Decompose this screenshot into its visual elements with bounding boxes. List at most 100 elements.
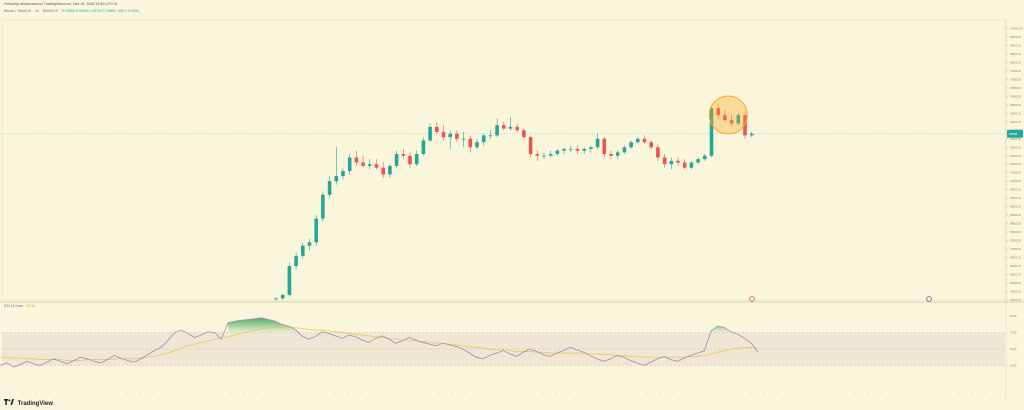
timeframe[interactable]: 1h bbox=[35, 9, 39, 13]
candle-down bbox=[609, 154, 613, 156]
price-tick-label: 95500.00 bbox=[1010, 103, 1021, 107]
price-tick-label: 92000.00 bbox=[1010, 162, 1021, 166]
time-axis bbox=[9, 392, 999, 394]
candle-up bbox=[414, 154, 419, 165]
price-tick-label: 91000.00 bbox=[1010, 179, 1021, 183]
price-tick-label: 97500.00 bbox=[1010, 69, 1021, 73]
candle-down bbox=[401, 154, 406, 156]
candle-up bbox=[542, 155, 546, 157]
event-marker bbox=[926, 296, 932, 302]
candle-down bbox=[441, 132, 446, 138]
event-marker bbox=[749, 296, 755, 302]
price-axis: 84000.00 84500.00 85000.00 85500.00 86000.00… bbox=[1006, 26, 1023, 302]
candle-up bbox=[461, 138, 466, 140]
candle-down bbox=[502, 125, 506, 129]
price-tick-label: 94500.00 bbox=[1010, 120, 1021, 124]
candle-up bbox=[736, 115, 741, 124]
candle-down bbox=[575, 148, 580, 151]
candle-up bbox=[615, 152, 620, 156]
price-tick-label: 96500.00 bbox=[1010, 86, 1021, 90]
rsi-value: 46.30 bbox=[26, 304, 35, 308]
price-tick-label: 99000.00 bbox=[1010, 43, 1021, 47]
candle-up bbox=[341, 171, 345, 177]
candle-up bbox=[703, 155, 707, 160]
price-tick-label: 85000.00 bbox=[1010, 281, 1021, 285]
candle-up bbox=[301, 245, 305, 256]
candle-up bbox=[629, 142, 633, 148]
candle-down bbox=[656, 147, 660, 158]
rsi-tick-label: 90.00 bbox=[1010, 314, 1017, 318]
price-tick-label: 87000.00 bbox=[1010, 247, 1021, 251]
candle-down bbox=[528, 137, 533, 155]
candle-up bbox=[388, 165, 392, 175]
candle-down bbox=[535, 154, 540, 156]
candles bbox=[274, 103, 754, 301]
candle-up bbox=[622, 147, 627, 153]
price-tick-label: 88500.00 bbox=[1010, 222, 1021, 226]
candle-up bbox=[689, 162, 694, 168]
current-price-label: 93800 bbox=[1009, 132, 1018, 136]
price-tick-label: 95000.00 bbox=[1010, 111, 1021, 115]
tradingview-logo: TradingView bbox=[4, 399, 53, 407]
candle-up bbox=[475, 142, 479, 148]
rsi-title[interactable]: RSI 14 close bbox=[4, 304, 24, 308]
price-tick-label: 84500.00 bbox=[1010, 290, 1021, 294]
candle-up bbox=[347, 157, 352, 172]
price-tick-label: 92500.00 bbox=[1010, 154, 1021, 158]
candle-down bbox=[354, 157, 359, 163]
symbol-name[interactable]: Bitcoin / TetherUS bbox=[4, 9, 32, 13]
price-tick-label: 85500.00 bbox=[1010, 273, 1021, 277]
candle-down bbox=[743, 115, 747, 136]
candle-up bbox=[448, 133, 452, 138]
candle-down bbox=[374, 164, 379, 168]
footer-bar: TradingView bbox=[0, 398, 1024, 410]
price-tick-label: 86500.00 bbox=[1010, 256, 1021, 260]
price-pane bbox=[1, 19, 1006, 301]
candle-up bbox=[669, 160, 674, 165]
candle-up bbox=[294, 255, 298, 267]
chart-header: Fellowbyt dehanzana-sc TradingView.com, … bbox=[0, 0, 1024, 22]
candle-down bbox=[515, 126, 519, 131]
symbol-legend: Bitcoin / TetherUS 1h BINANCE O 93950 H … bbox=[4, 9, 142, 13]
candle-down bbox=[602, 138, 607, 155]
price-chart[interactable]: 84000.00 84500.00 85000.00 85500.00 86000.00… bbox=[0, 0, 1024, 398]
candle-up bbox=[595, 138, 600, 148]
candle-down bbox=[435, 126, 439, 132]
candle-up bbox=[562, 148, 566, 151]
candle-down bbox=[408, 155, 412, 165]
price-tick-label: 93500.00 bbox=[1010, 137, 1021, 141]
price-tick-label: 84000.00 bbox=[1010, 298, 1021, 302]
candle-down bbox=[676, 160, 680, 163]
candle-up bbox=[508, 126, 513, 129]
price-tick-label: 97000.00 bbox=[1010, 77, 1021, 81]
candle-down bbox=[682, 162, 687, 168]
candle-down bbox=[729, 120, 734, 124]
price-tick-label: 93000.00 bbox=[1010, 145, 1021, 149]
price-tick-label: 90500.00 bbox=[1010, 188, 1021, 192]
candle-up bbox=[394, 154, 399, 166]
candle-up bbox=[636, 138, 640, 143]
candle-up bbox=[548, 154, 553, 156]
candle-down bbox=[522, 130, 526, 138]
exchange: BINANCE bbox=[42, 9, 58, 13]
candle-up bbox=[555, 150, 560, 155]
price-tick-label: 99500.00 bbox=[1010, 35, 1021, 39]
candle-up bbox=[334, 176, 339, 182]
candle-up bbox=[274, 298, 278, 300]
candle-down bbox=[381, 167, 385, 175]
ohlc-values: O 93950 H 94050 L 93700 C 93800 −150 (−0… bbox=[61, 9, 139, 13]
candle-up bbox=[569, 148, 573, 150]
brand-name: TradingView bbox=[17, 401, 53, 407]
candle-up bbox=[327, 181, 332, 195]
candle-up bbox=[709, 108, 714, 156]
price-tick-label: 87500.00 bbox=[1010, 239, 1021, 243]
candle-up bbox=[280, 294, 285, 299]
rsi-tick-label: 50.00 bbox=[1010, 347, 1017, 351]
price-tick-label: 88000.00 bbox=[1010, 230, 1021, 234]
tv-logo-icon bbox=[4, 399, 14, 407]
candle-down bbox=[455, 133, 459, 139]
candle-up bbox=[481, 135, 486, 143]
rsi-line bbox=[0, 317, 759, 368]
price-tick-label: 89000.00 bbox=[1010, 213, 1021, 217]
candle-up bbox=[307, 242, 312, 246]
